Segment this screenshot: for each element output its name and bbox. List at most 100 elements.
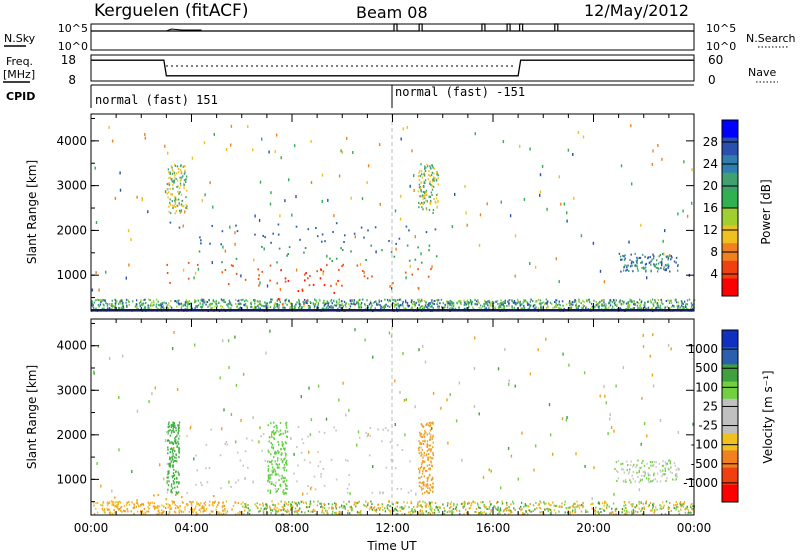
scatter-cell: [280, 453, 283, 456]
scatter-cell: [506, 507, 509, 510]
scatter-cell: [432, 211, 434, 214]
scatter-cell: [471, 300, 473, 303]
scatter-cell: [421, 509, 424, 512]
scatter-cell: [278, 463, 280, 466]
scatter-cell: [510, 510, 512, 512]
scatter-cell: [411, 306, 413, 309]
scatter-cell: [92, 501, 95, 504]
scatter-cell: [200, 507, 202, 510]
scatter-cell: [343, 500, 345, 503]
scatter-cell: [255, 505, 257, 508]
scatter-cell: [427, 491, 429, 494]
scatter-cell: [168, 171, 170, 174]
scatter-cell: [419, 510, 421, 513]
scatter-cell: [480, 501, 482, 504]
scatter-cell: [370, 244, 372, 247]
scatter-cell: [403, 501, 405, 504]
scatter-cell: [426, 450, 429, 453]
freq-top-tick: 18: [61, 53, 76, 67]
scatter-cell: [541, 302, 543, 304]
scatter-cell: [284, 299, 287, 302]
scatter-cell: [144, 305, 146, 308]
scatter-cell: [176, 198, 178, 201]
scatter-cell: [580, 302, 582, 305]
scatter-cell: [242, 501, 244, 504]
scatter-cell: [668, 299, 671, 302]
scatter-cell: [376, 303, 378, 306]
scatter-cell: [176, 446, 178, 448]
scatter-cell: [490, 469, 492, 473]
scatter-cell: [675, 504, 677, 507]
scatter-cell: [184, 301, 187, 304]
scatter-cell: [424, 304, 427, 307]
colorbar-tick-label: -500: [691, 457, 718, 471]
scatter-cell: [422, 202, 424, 205]
scatter-cell: [627, 472, 630, 475]
scatter-cell: [301, 307, 303, 310]
scatter-cell: [655, 506, 657, 509]
scatter-cell: [426, 165, 429, 168]
scatter-cell: [167, 430, 170, 433]
scatter-cell: [662, 239, 664, 243]
scatter-cell: [438, 305, 440, 308]
scatter-cell: [123, 504, 126, 507]
scatter-cell: [469, 300, 472, 303]
scatter-cell: [640, 223, 642, 227]
scatter-cell: [574, 506, 576, 509]
scatter-cell: [423, 435, 426, 438]
scatter-cell: [184, 210, 186, 214]
scatter-cell: [235, 298, 237, 301]
scatter-cell: [394, 303, 397, 306]
scatter-cell: [558, 303, 560, 306]
scatter-cell: [414, 303, 417, 306]
scatter-cell: [348, 483, 350, 486]
scatter-cell: [152, 505, 155, 508]
scatter-cell: [274, 450, 276, 453]
scatter-cell: [466, 511, 468, 514]
scatter-cell: [127, 510, 129, 513]
scatter-cell: [340, 307, 342, 310]
scatter-cell: [171, 442, 173, 445]
scatter-cell: [465, 508, 467, 511]
scatter-cell: [118, 500, 121, 503]
scatter-cell: [321, 509, 324, 512]
scatter-cell: [136, 305, 138, 308]
scatter-cell: [169, 221, 172, 224]
scatter-cell: [582, 504, 585, 507]
scatter-cell: [289, 302, 292, 305]
scatter-cell: [297, 501, 300, 504]
colorbar-tick-label: 100: [695, 380, 718, 394]
scatter-cell: [428, 173, 430, 176]
scatter-cell: [441, 306, 443, 308]
scatter-cell: [172, 425, 175, 428]
scatter-cell: [181, 205, 183, 207]
scatter-cell: [555, 302, 557, 305]
scatter-cell: [205, 467, 207, 470]
scatter-cell: [168, 470, 170, 473]
scatter-cell: [382, 508, 384, 511]
scatter-cell: [269, 492, 272, 495]
scatter-cell: [284, 431, 287, 434]
scatter-cell: [633, 300, 635, 303]
scatter-cell: [269, 507, 271, 510]
scatter-cell: [647, 479, 650, 482]
scatter-cell: [668, 468, 670, 471]
scatter-cell: [212, 299, 215, 302]
scatter-cell: [458, 300, 460, 303]
scatter-cell: [366, 505, 368, 508]
scatter-cell: [640, 261, 642, 264]
scatter-cell: [281, 474, 283, 477]
scatter-cell: [317, 303, 319, 306]
scatter-cell: [160, 302, 162, 305]
scatter-cell: [426, 503, 428, 506]
freq-label-1: Freq.: [6, 55, 33, 68]
scatter-cell: [603, 299, 605, 302]
scatter-cell: [335, 478, 338, 481]
scatter-cell: [429, 467, 431, 470]
scatter-cell: [512, 500, 514, 503]
nsky-bottom-tick: 10^0: [58, 40, 88, 53]
scatter-cell: [497, 307, 500, 310]
scatter-cell: [276, 427, 278, 430]
scatter-cell: [496, 299, 499, 302]
scatter-cell: [148, 400, 150, 404]
